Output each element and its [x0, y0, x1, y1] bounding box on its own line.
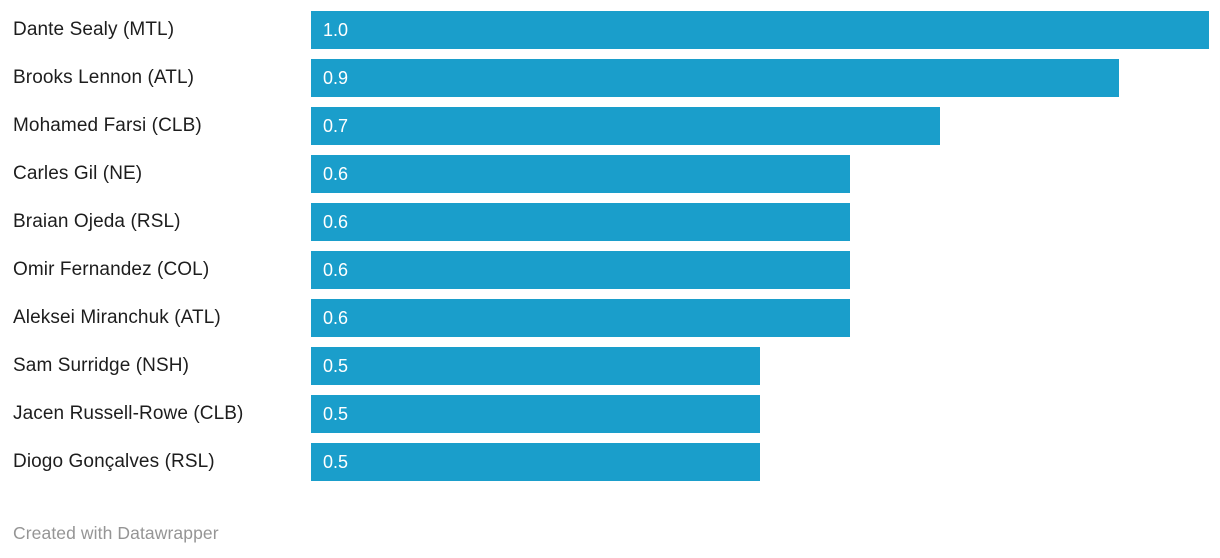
- bar: 0.9: [311, 59, 1120, 97]
- bar-chart: Dante Sealy (MTL) 1.0 Brooks Lennon (ATL) 0…: [0, 6, 1220, 486]
- bar-track: 0.7: [311, 107, 1209, 145]
- bar: 0.5: [311, 395, 760, 433]
- bar-track: 0.5: [311, 347, 1209, 385]
- bar: 0.7: [311, 107, 940, 145]
- bar-value-label: 0.6: [323, 211, 349, 232]
- bar-track: 0.6: [311, 203, 1209, 241]
- bar: 0.5: [311, 347, 760, 385]
- bar-track: 0.5: [311, 443, 1209, 481]
- chart-row: Omir Fernandez (COL) 0.6: [0, 246, 1220, 294]
- chart-row: Dante Sealy (MTL) 1.0: [0, 6, 1220, 54]
- category-label: Diogo Gonçalves (RSL): [13, 451, 215, 472]
- category-label: Dante Sealy (MTL): [13, 19, 175, 40]
- chart-row: Aleksei Miranchuk (ATL) 0.6: [0, 294, 1220, 342]
- chart-row: Mohamed Farsi (CLB) 0.7: [0, 102, 1220, 150]
- category-label: Aleksei Miranchuk (ATL): [13, 307, 221, 328]
- chart-row: Braian Ojeda (RSL) 0.6: [0, 198, 1220, 246]
- bar-track: 0.9: [311, 59, 1209, 97]
- bar-track: 0.6: [311, 251, 1209, 289]
- bar: 0.6: [311, 251, 850, 289]
- category-label: Mohamed Farsi (CLB): [13, 115, 202, 136]
- bar-track: 1.0: [311, 11, 1209, 49]
- bar-value-label: 0.5: [323, 355, 349, 376]
- category-label: Omir Fernandez (COL): [13, 259, 210, 280]
- bar-track: 0.6: [311, 299, 1209, 337]
- bar-value-label: 0.6: [323, 163, 349, 184]
- chart-row: Sam Surridge (NSH) 0.5: [0, 342, 1220, 390]
- category-label: Braian Ojeda (RSL): [13, 211, 181, 232]
- bar-value-label: 1.0: [323, 19, 349, 40]
- bar-value-label: 0.5: [323, 451, 349, 472]
- bar: 1.0: [311, 11, 1209, 49]
- bar-value-label: 0.7: [323, 115, 349, 136]
- bar: 0.6: [311, 155, 850, 193]
- chart-row: Brooks Lennon (ATL) 0.9: [0, 54, 1220, 102]
- bar-track: 0.5: [311, 395, 1209, 433]
- attribution-text: Created with Datawrapper: [13, 523, 219, 543]
- category-label: Jacen Russell-Rowe (CLB): [13, 403, 244, 424]
- bar-value-label: 0.9: [323, 67, 349, 88]
- bar: 0.6: [311, 299, 850, 337]
- chart-row: Diogo Gonçalves (RSL) 0.5: [0, 438, 1220, 486]
- bar-value-label: 0.6: [323, 259, 349, 280]
- category-label: Carles Gil (NE): [13, 163, 143, 184]
- bar-value-label: 0.5: [323, 403, 349, 424]
- chart-row: Jacen Russell-Rowe (CLB) 0.5: [0, 390, 1220, 438]
- bar: 0.6: [311, 203, 850, 241]
- bar-value-label: 0.6: [323, 307, 349, 328]
- category-label: Sam Surridge (NSH): [13, 355, 190, 376]
- category-label: Brooks Lennon (ATL): [13, 67, 195, 88]
- bar-track: 0.6: [311, 155, 1209, 193]
- bar: 0.5: [311, 443, 760, 481]
- chart-row: Carles Gil (NE) 0.6: [0, 150, 1220, 198]
